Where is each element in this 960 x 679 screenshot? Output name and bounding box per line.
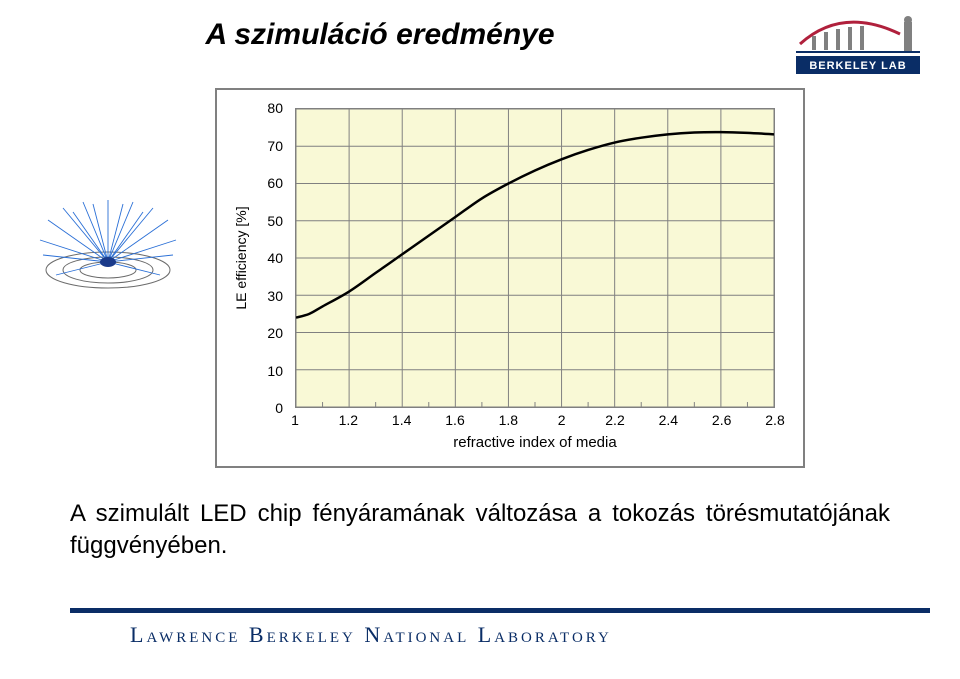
berkeley-lab-logo: BERKELEY LAB — [782, 12, 932, 82]
y-tick-label: 20 — [267, 325, 283, 341]
chart-frame: LE efficiency [%] 01020304050607080 11.2… — [215, 88, 805, 468]
x-tick-label: 1 — [291, 412, 299, 428]
y-tick-label: 30 — [267, 288, 283, 304]
y-tick-label: 80 — [267, 100, 283, 116]
body-text: A szimulált LED chip fényáramának változ… — [70, 498, 890, 563]
y-tick-label: 70 — [267, 138, 283, 154]
x-tick-label: 1.2 — [339, 412, 358, 428]
y-tick-label: 10 — [267, 363, 283, 379]
footer-text: Lawrence Berkeley National Laboratory — [130, 622, 612, 648]
plot-area — [295, 108, 775, 408]
x-tick-label: 1.6 — [445, 412, 464, 428]
y-axis-ticks: 01020304050607080 — [217, 108, 289, 408]
x-axis-label: refractive index of media — [295, 434, 775, 451]
footer-rule — [70, 608, 930, 613]
x-tick-label: 2.8 — [765, 412, 784, 428]
x-tick-label: 2.2 — [605, 412, 624, 428]
y-tick-label: 0 — [275, 400, 283, 416]
svg-text:BERKELEY LAB: BERKELEY LAB — [809, 60, 906, 72]
x-tick-label: 2.6 — [712, 412, 731, 428]
x-tick-label: 2.4 — [659, 412, 678, 428]
y-tick-label: 60 — [267, 175, 283, 191]
y-tick-label: 40 — [267, 250, 283, 266]
x-axis-ticks: 11.21.41.61.822.22.42.62.8 — [295, 412, 775, 432]
x-tick-label: 1.8 — [499, 412, 518, 428]
x-tick-label: 2 — [558, 412, 566, 428]
y-tick-label: 50 — [267, 213, 283, 229]
x-tick-label: 1.4 — [392, 412, 411, 428]
page-title: A szimuláció eredménye — [0, 18, 760, 52]
simulation-thumbnail — [38, 200, 178, 295]
